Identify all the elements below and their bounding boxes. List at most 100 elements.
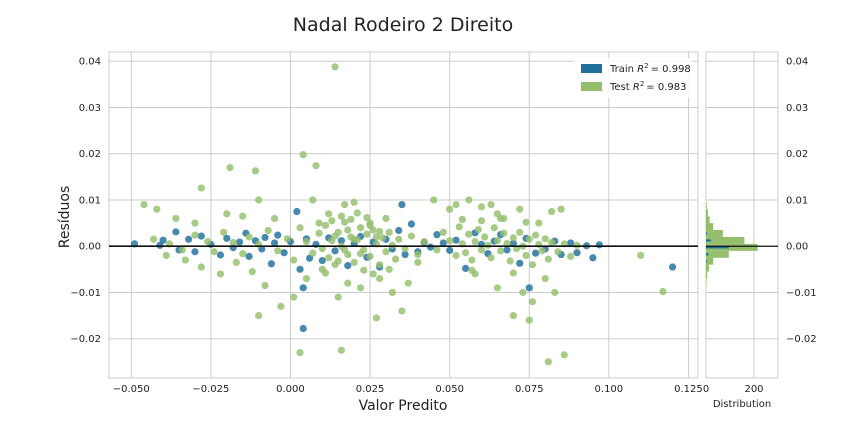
- point-test: [363, 231, 370, 238]
- dist-bar-test: [706, 251, 729, 258]
- point-test: [430, 196, 437, 203]
- point-test: [198, 184, 205, 191]
- point-test: [487, 254, 494, 261]
- point-test: [233, 259, 240, 266]
- point-test: [510, 269, 517, 276]
- point-test: [522, 219, 529, 226]
- point-test: [296, 349, 303, 356]
- point-test: [573, 242, 580, 249]
- point-test: [414, 259, 421, 266]
- point-test: [557, 206, 564, 213]
- dist-y-tick-label: 0.00: [786, 242, 808, 253]
- point-test: [309, 250, 316, 257]
- point-train: [503, 246, 510, 253]
- point-train: [331, 247, 338, 254]
- y-tick-label: 0.03: [79, 103, 101, 114]
- point-train: [344, 262, 351, 269]
- point-test: [360, 267, 367, 274]
- point-train: [191, 248, 198, 255]
- dist-y-tick-label: 0.04: [786, 57, 808, 68]
- legend-label-train: Train R2= 0.998: [609, 62, 691, 75]
- point-test: [249, 268, 256, 275]
- point-train: [433, 231, 440, 238]
- point-test: [217, 270, 224, 277]
- dist-x-tick-label: 0: [703, 384, 709, 395]
- point-test: [335, 257, 342, 264]
- point-test: [198, 263, 205, 270]
- y-tick-label: −0.02: [70, 334, 101, 345]
- x-tick-label: 0.125: [674, 384, 703, 395]
- point-test: [335, 293, 342, 300]
- point-test: [376, 261, 383, 268]
- point-test: [150, 236, 157, 243]
- point-test: [389, 242, 396, 249]
- legend-train-name: Train: [609, 64, 637, 75]
- point-train: [300, 284, 307, 291]
- point-test: [223, 210, 230, 217]
- point-test: [456, 223, 463, 230]
- point-test: [414, 251, 421, 258]
- x-tick-label: 0.050: [435, 384, 464, 395]
- point-train: [532, 250, 539, 257]
- legend-label-test: Test R2= 0.983: [609, 80, 686, 93]
- point-test: [481, 233, 488, 240]
- point-test: [452, 252, 459, 259]
- dist-y-tick-label: −0.02: [786, 334, 817, 345]
- point-test: [140, 201, 147, 208]
- point-test: [379, 234, 386, 241]
- point-test: [290, 293, 297, 300]
- y-tick-label: 0.02: [79, 149, 101, 160]
- point-test: [344, 280, 351, 287]
- point-test: [548, 239, 555, 246]
- point-test: [542, 235, 549, 242]
- point-test: [351, 259, 358, 266]
- point-test: [389, 289, 396, 296]
- point-test: [338, 347, 345, 354]
- point-test: [373, 314, 380, 321]
- legend-test-name: Test: [609, 82, 633, 93]
- point-test: [452, 201, 459, 208]
- legend-train-sup: 2: [644, 62, 648, 70]
- point-test: [296, 224, 303, 231]
- point-train: [462, 265, 469, 272]
- point-test: [325, 254, 332, 261]
- y-tick-label: −0.01: [70, 288, 101, 299]
- point-test: [659, 288, 666, 295]
- legend-swatch-train: [581, 64, 602, 73]
- point-test: [366, 222, 373, 229]
- point-test: [328, 217, 335, 224]
- point-test: [494, 284, 501, 291]
- point-test: [398, 307, 405, 314]
- point-train: [408, 220, 415, 227]
- x-tick-label: 0.025: [356, 384, 385, 395]
- point-test: [341, 246, 348, 253]
- dist-bar-test: [706, 272, 707, 279]
- point-test: [542, 275, 549, 282]
- point-test: [366, 253, 373, 260]
- point-train: [427, 244, 434, 251]
- x-tick-label: 0.075: [515, 384, 544, 395]
- point-test: [478, 246, 485, 253]
- point-test: [354, 209, 361, 216]
- dist-x-tick-label: 200: [744, 384, 763, 395]
- point-train: [198, 232, 205, 239]
- point-test: [376, 275, 383, 282]
- point-test: [351, 236, 358, 243]
- point-train: [573, 249, 580, 256]
- x-tick-label: 0.000: [276, 384, 305, 395]
- point-test: [153, 206, 160, 213]
- legend-test-value: = 0.983: [646, 82, 686, 93]
- point-test: [494, 237, 501, 244]
- point-train: [160, 237, 167, 244]
- point-test: [303, 238, 310, 245]
- point-test: [347, 216, 354, 223]
- point-test: [245, 233, 252, 240]
- point-test: [357, 250, 364, 257]
- point-test: [478, 217, 485, 224]
- point-test: [382, 215, 389, 222]
- point-test: [561, 351, 568, 358]
- dist-bar-test: [706, 265, 709, 272]
- point-test: [357, 224, 364, 231]
- point-test: [465, 231, 472, 238]
